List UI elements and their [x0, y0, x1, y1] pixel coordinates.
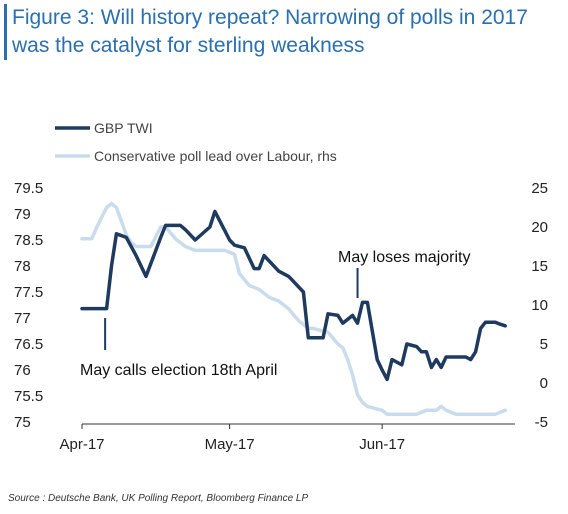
legend-label-poll: Conservative poll lead over Labour, rhs — [94, 148, 337, 164]
y-left-tick-label: 79.5 — [14, 180, 43, 197]
x-tick-label: Jun-17 — [359, 436, 405, 453]
x-tick-label: May-17 — [205, 436, 255, 453]
y-right-tick-label: 20 — [531, 219, 548, 236]
y-right-tick-label: 15 — [531, 258, 548, 275]
series-line-poll-lead — [80, 201, 507, 416]
y-left-tick-label: 77 — [14, 310, 31, 327]
y-left-tick-label: 77.5 — [14, 284, 43, 301]
source-note: Source : Deutsche Bank, UK Polling Repor… — [8, 493, 309, 504]
y-left-tick-label: 76 — [14, 362, 31, 379]
y-right-tick-label: 25 — [531, 180, 548, 197]
figure-title: Figure 3: Will history repeat? Narrowing… — [12, 4, 562, 60]
y-right-tick-label: 10 — [531, 297, 548, 314]
title-line-2: was the catalyst for sterling weakness — [12, 34, 365, 57]
y-left-tick-label: 78 — [14, 258, 31, 275]
legend-label-gbp: GBP TWI — [94, 120, 153, 136]
y-right-tick-label: 5 — [540, 336, 548, 353]
legend: GBP TWI Conservative poll lead over Labo… — [55, 120, 337, 164]
title-line-1: Figure 3: Will history repeat? Narrowing… — [12, 6, 528, 29]
y-left-tick-label: 75 — [14, 414, 31, 431]
y-left-tick-label: 75.5 — [14, 388, 43, 405]
y-left-tick-label: 76.5 — [14, 336, 43, 353]
series-lines — [80, 201, 507, 416]
y-right-tick-label: 0 — [540, 375, 548, 392]
y-left-tick-label: 79 — [14, 206, 31, 223]
x-axis: Apr-17 May-17 Jun-17 — [59, 423, 515, 453]
annotations: May calls election 18th April May loses m… — [80, 249, 470, 379]
annotation-election-call: May calls election 18th April — [80, 362, 277, 379]
title-accent-bar — [4, 4, 7, 60]
y-axis-left: 79.5 79 78.5 78 77.5 77 76.5 76 75.5 75 — [14, 180, 43, 431]
y-left-tick-label: 78.5 — [14, 232, 43, 249]
annotation-loses-majority: May loses majority — [338, 249, 470, 266]
y-axis-right: 25 20 15 10 5 0 -5 — [531, 180, 548, 431]
y-right-tick-label: -5 — [535, 414, 548, 431]
x-tick-label: Apr-17 — [59, 436, 104, 453]
series-line-gbp-twi — [80, 209, 507, 382]
